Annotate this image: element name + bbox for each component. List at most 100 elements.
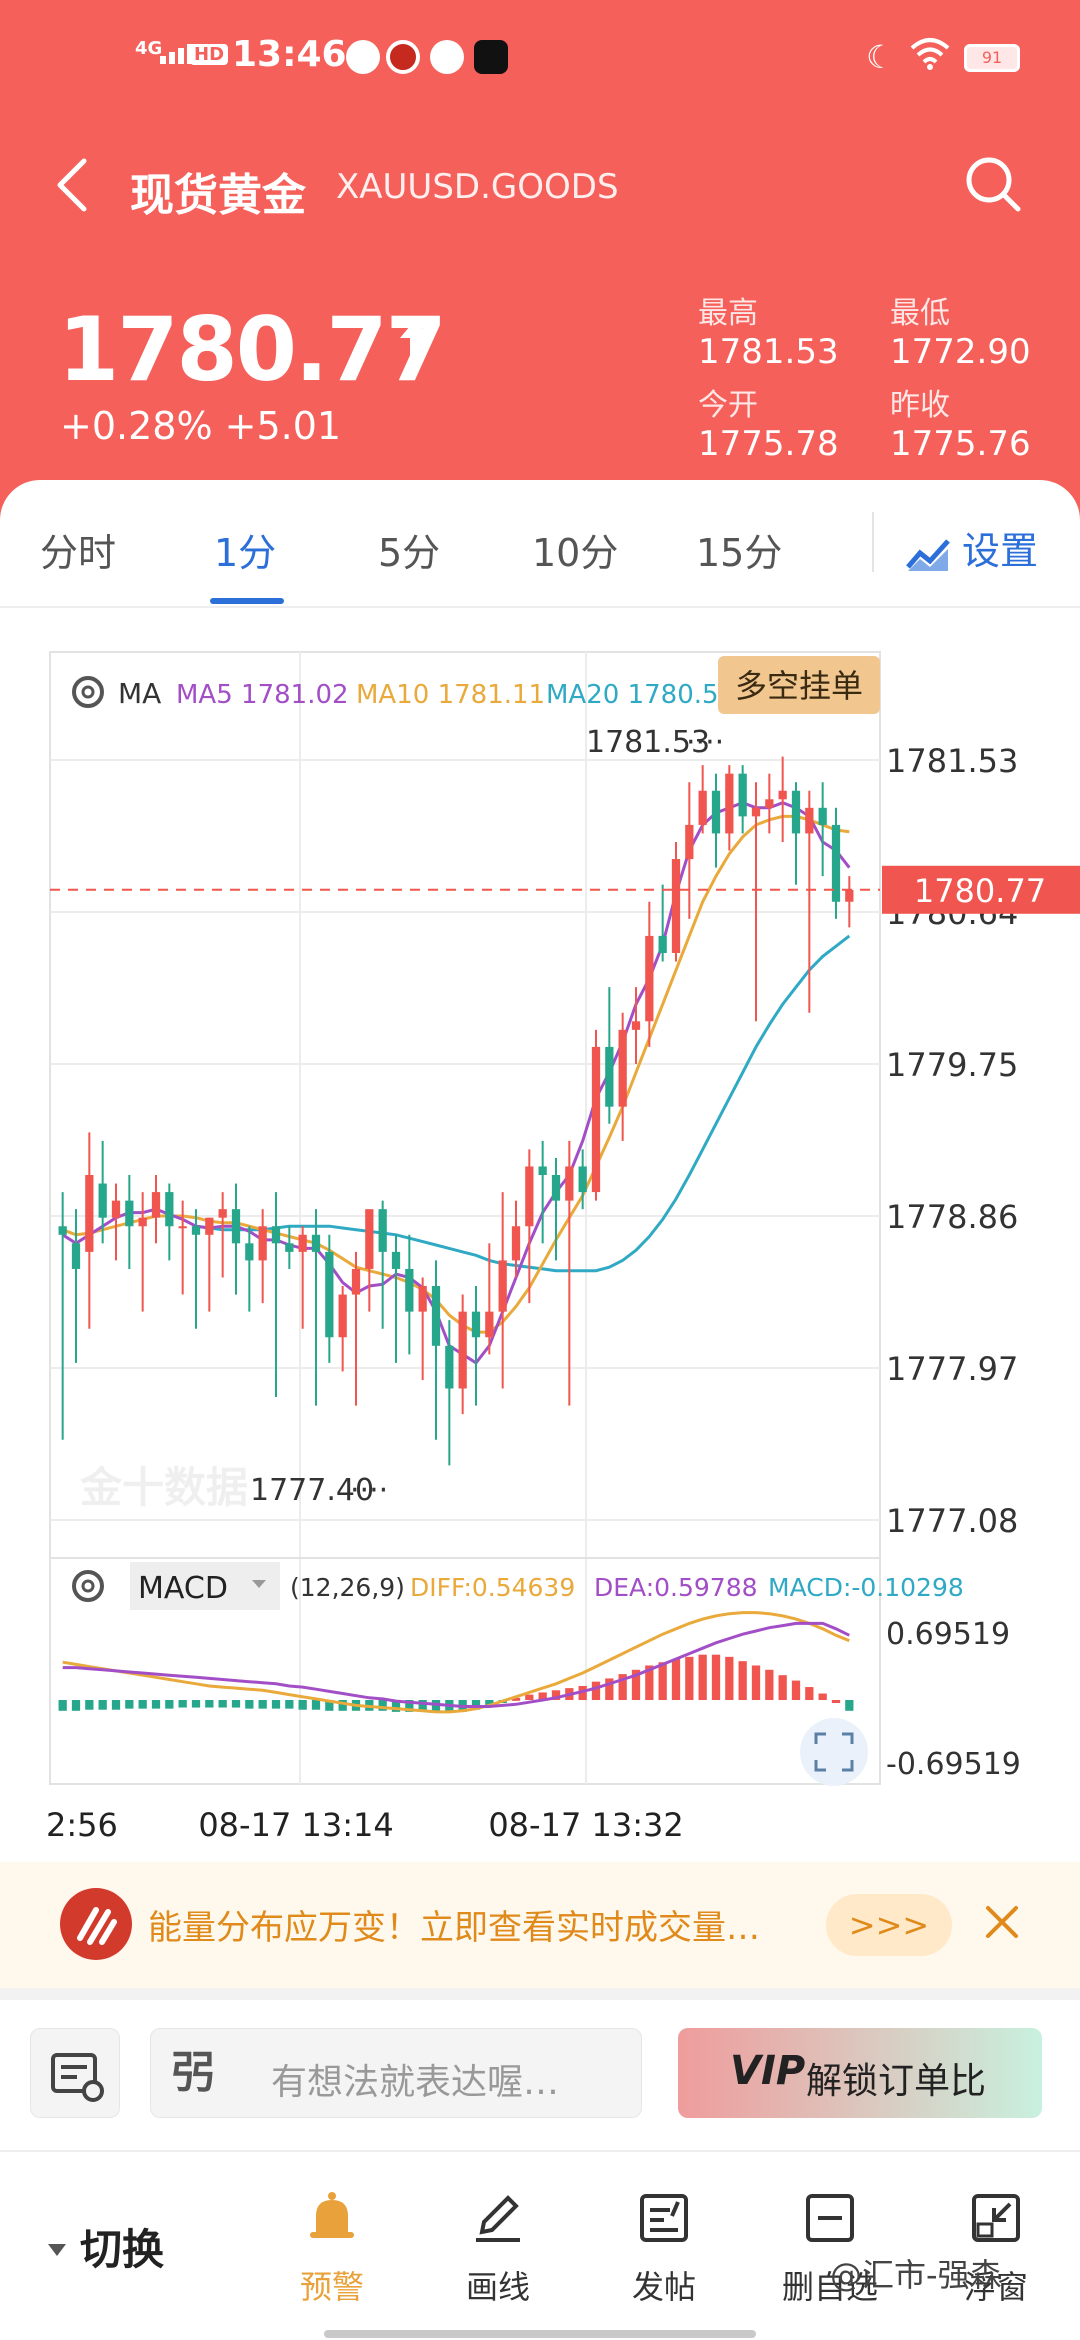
candle	[258, 1209, 267, 1304]
candle	[498, 1192, 507, 1389]
macd-bar	[791, 1680, 801, 1700]
macd-chart	[58, 1611, 854, 1714]
candle	[338, 1286, 347, 1372]
close-icon[interactable]	[984, 1904, 1020, 1940]
search-icon[interactable]	[962, 153, 1024, 215]
candle-body	[58, 1226, 67, 1235]
macd-dea: DEA:0.59788	[594, 1573, 758, 1602]
app-notification-icon	[386, 40, 420, 74]
macd-bar	[71, 1700, 81, 1711]
candle	[578, 1149, 587, 1210]
chart-settings-button[interactable]: 设置	[906, 520, 1038, 575]
candle-body	[191, 1226, 201, 1235]
news-card-button[interactable]	[30, 2028, 120, 2118]
promo-banner[interactable]: 能量分布应万变！立即查看实时成交量… >>>	[0, 1862, 1080, 1988]
candle	[725, 765, 734, 851]
candle-body	[71, 1243, 81, 1269]
alert-button[interactable]: 预警	[262, 2188, 402, 2308]
candle-body	[111, 1200, 121, 1218]
macd-bar	[151, 1700, 161, 1709]
macd-bar	[338, 1700, 347, 1711]
draw-line-button[interactable]: 画线	[428, 2188, 568, 2308]
candle-body	[471, 1311, 481, 1338]
stat-high-label: 最高	[698, 296, 758, 331]
banner-more-button[interactable]: >>>	[826, 1894, 952, 1956]
candle	[805, 790, 814, 1013]
candle-body	[565, 1166, 574, 1201]
candle-body	[391, 1251, 401, 1269]
back-arrow-icon[interactable]	[52, 155, 92, 215]
candle	[645, 901, 654, 1047]
stat-prevclose-label: 昨收	[890, 388, 950, 423]
comment-input[interactable]: 弜 有想法就表达喔…	[150, 2028, 642, 2118]
candle-body	[165, 1192, 174, 1227]
candle-body	[298, 1234, 307, 1252]
macd-bar	[591, 1681, 601, 1700]
macd-params: (12,26,9)	[290, 1573, 405, 1602]
unlock-order-ratio-button[interactable]: VIP 解锁订单比	[678, 2028, 1042, 2118]
macd-ytick-top: 0.69519	[886, 1617, 1010, 1652]
switch-label: 切换	[80, 2225, 165, 2274]
candle	[98, 1140, 107, 1244]
candle	[471, 1286, 481, 1406]
candle-body	[365, 1209, 374, 1269]
remove-favorite-button[interactable]: 删自选	[760, 2188, 900, 2308]
gear-icon[interactable]	[72, 676, 104, 708]
switch-button[interactable]: 切换	[48, 2216, 165, 2277]
macd-bar	[111, 1700, 121, 1710]
candle	[698, 765, 707, 834]
macd-bar	[271, 1700, 281, 1709]
candle-body	[178, 1226, 187, 1229]
tab-5min[interactable]: 5分	[378, 531, 441, 575]
candle-body	[698, 790, 707, 825]
candle-body	[378, 1209, 387, 1252]
tab-10min[interactable]: 10分	[532, 531, 619, 575]
order-button-label: 多空挂单	[735, 667, 863, 705]
candle	[631, 987, 641, 1064]
draw-line-label: 画线	[465, 2268, 530, 2306]
diff-line	[62, 1611, 850, 1714]
kline-chart[interactable]: MA MA5 1781.02 MA10 1781.11 MA20 1780.50…	[0, 640, 1080, 1850]
candle-body	[311, 1234, 321, 1252]
candle	[551, 1157, 561, 1261]
candle	[605, 987, 614, 1124]
candle	[151, 1175, 161, 1244]
candle	[325, 1234, 334, 1363]
float-window-icon	[972, 2194, 1020, 2242]
ma10-legend: MA10 1781.11	[356, 680, 545, 710]
price-axis: 1781.531780.641779.751778.861777.971777.…	[886, 742, 1018, 1540]
macd-bar	[725, 1656, 734, 1700]
post-button[interactable]: 发帖	[594, 2188, 734, 2308]
speed-icon	[430, 40, 464, 74]
news-settings-icon	[51, 2053, 104, 2102]
macd-gear-icon[interactable]	[72, 1570, 104, 1602]
candle-body	[791, 790, 801, 834]
banner-text: 能量分布应万变！立即查看实时成交量…	[148, 1908, 760, 1948]
tab-1min[interactable]: 1分	[214, 531, 277, 575]
candle-body	[271, 1226, 281, 1244]
tab-15min[interactable]: 15分	[696, 531, 783, 575]
candle-body	[338, 1294, 347, 1338]
price-tick-2: 1779.75	[886, 1046, 1018, 1084]
bell-icon	[310, 2192, 354, 2238]
macd-bar	[125, 1700, 134, 1709]
macd-bar	[645, 1665, 654, 1700]
candle	[485, 1243, 494, 1355]
macd-bar	[405, 1700, 414, 1712]
candle-body	[631, 1021, 641, 1030]
float-window-button[interactable]: 浮窗	[926, 2188, 1066, 2308]
current-price-tag	[882, 865, 1080, 914]
fullscreen-icon[interactable]	[800, 1718, 868, 1786]
long-short-order-button[interactable]: 多空挂单	[718, 656, 880, 714]
section-gap	[0, 1988, 1080, 2000]
candle-body	[485, 1311, 494, 1338]
tab-timeshare[interactable]: 分时	[40, 531, 117, 575]
macd-bar	[258, 1700, 267, 1709]
battery-icon: 91	[964, 44, 1020, 72]
macd-indicator-select[interactable]: MACD	[130, 1562, 280, 1610]
price-tick-3: 1778.86	[886, 1198, 1018, 1236]
stat-open-value: 1775.78	[698, 424, 839, 464]
macd-bar	[378, 1700, 387, 1711]
candle-body	[138, 1217, 147, 1227]
caret-down-icon	[48, 2244, 66, 2256]
